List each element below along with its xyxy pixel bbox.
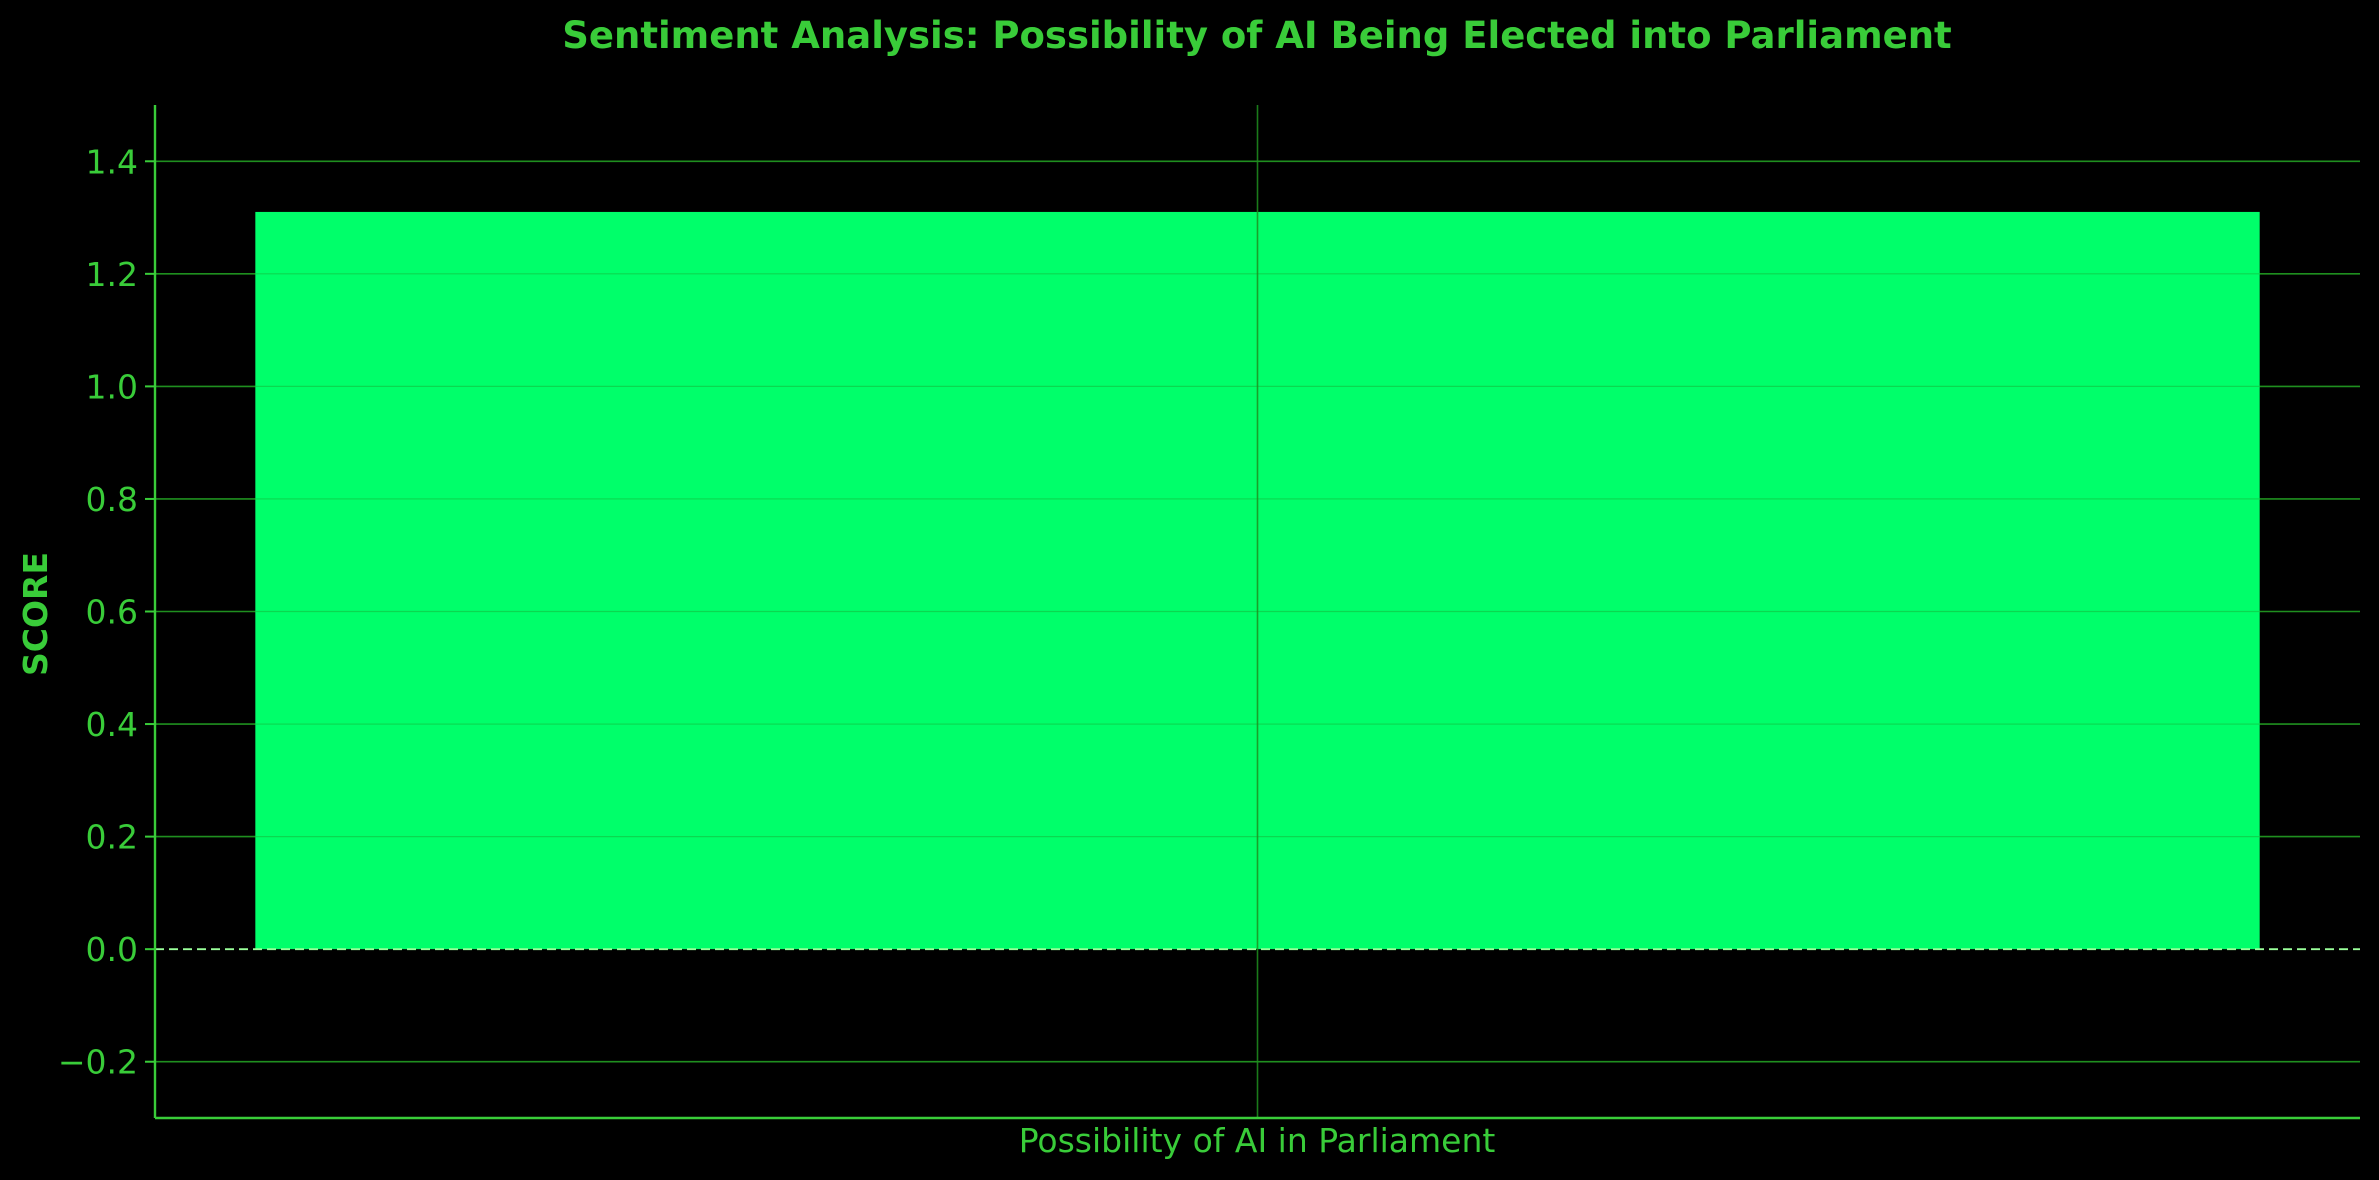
y-tick-label: 0.2 (86, 818, 138, 857)
y-tick-label: −0.2 (58, 1043, 138, 1082)
y-tick-label: 1.2 (86, 255, 138, 294)
y-tick-label: 1.4 (86, 142, 138, 181)
y-tick-label: 0.6 (86, 593, 138, 632)
zero-line-layer (155, 105, 2360, 1118)
y-tick-label: 0.0 (86, 930, 138, 969)
chart-title: Sentiment Analysis: Possibility of AI Be… (562, 14, 1952, 57)
y-tick-labels: −0.2 0.0 0.2 0.4 0.6 0.8 1.0 1.2 1.4 (58, 142, 155, 1082)
y-tick-label: 0.4 (86, 705, 138, 744)
y-axis-label: SCORE (16, 552, 55, 676)
x-axis-label: Possibility of AI in Parliament (1019, 1121, 1496, 1160)
y-tick-label: 1.0 (86, 367, 138, 406)
y-tick-label: 0.8 (86, 480, 138, 519)
